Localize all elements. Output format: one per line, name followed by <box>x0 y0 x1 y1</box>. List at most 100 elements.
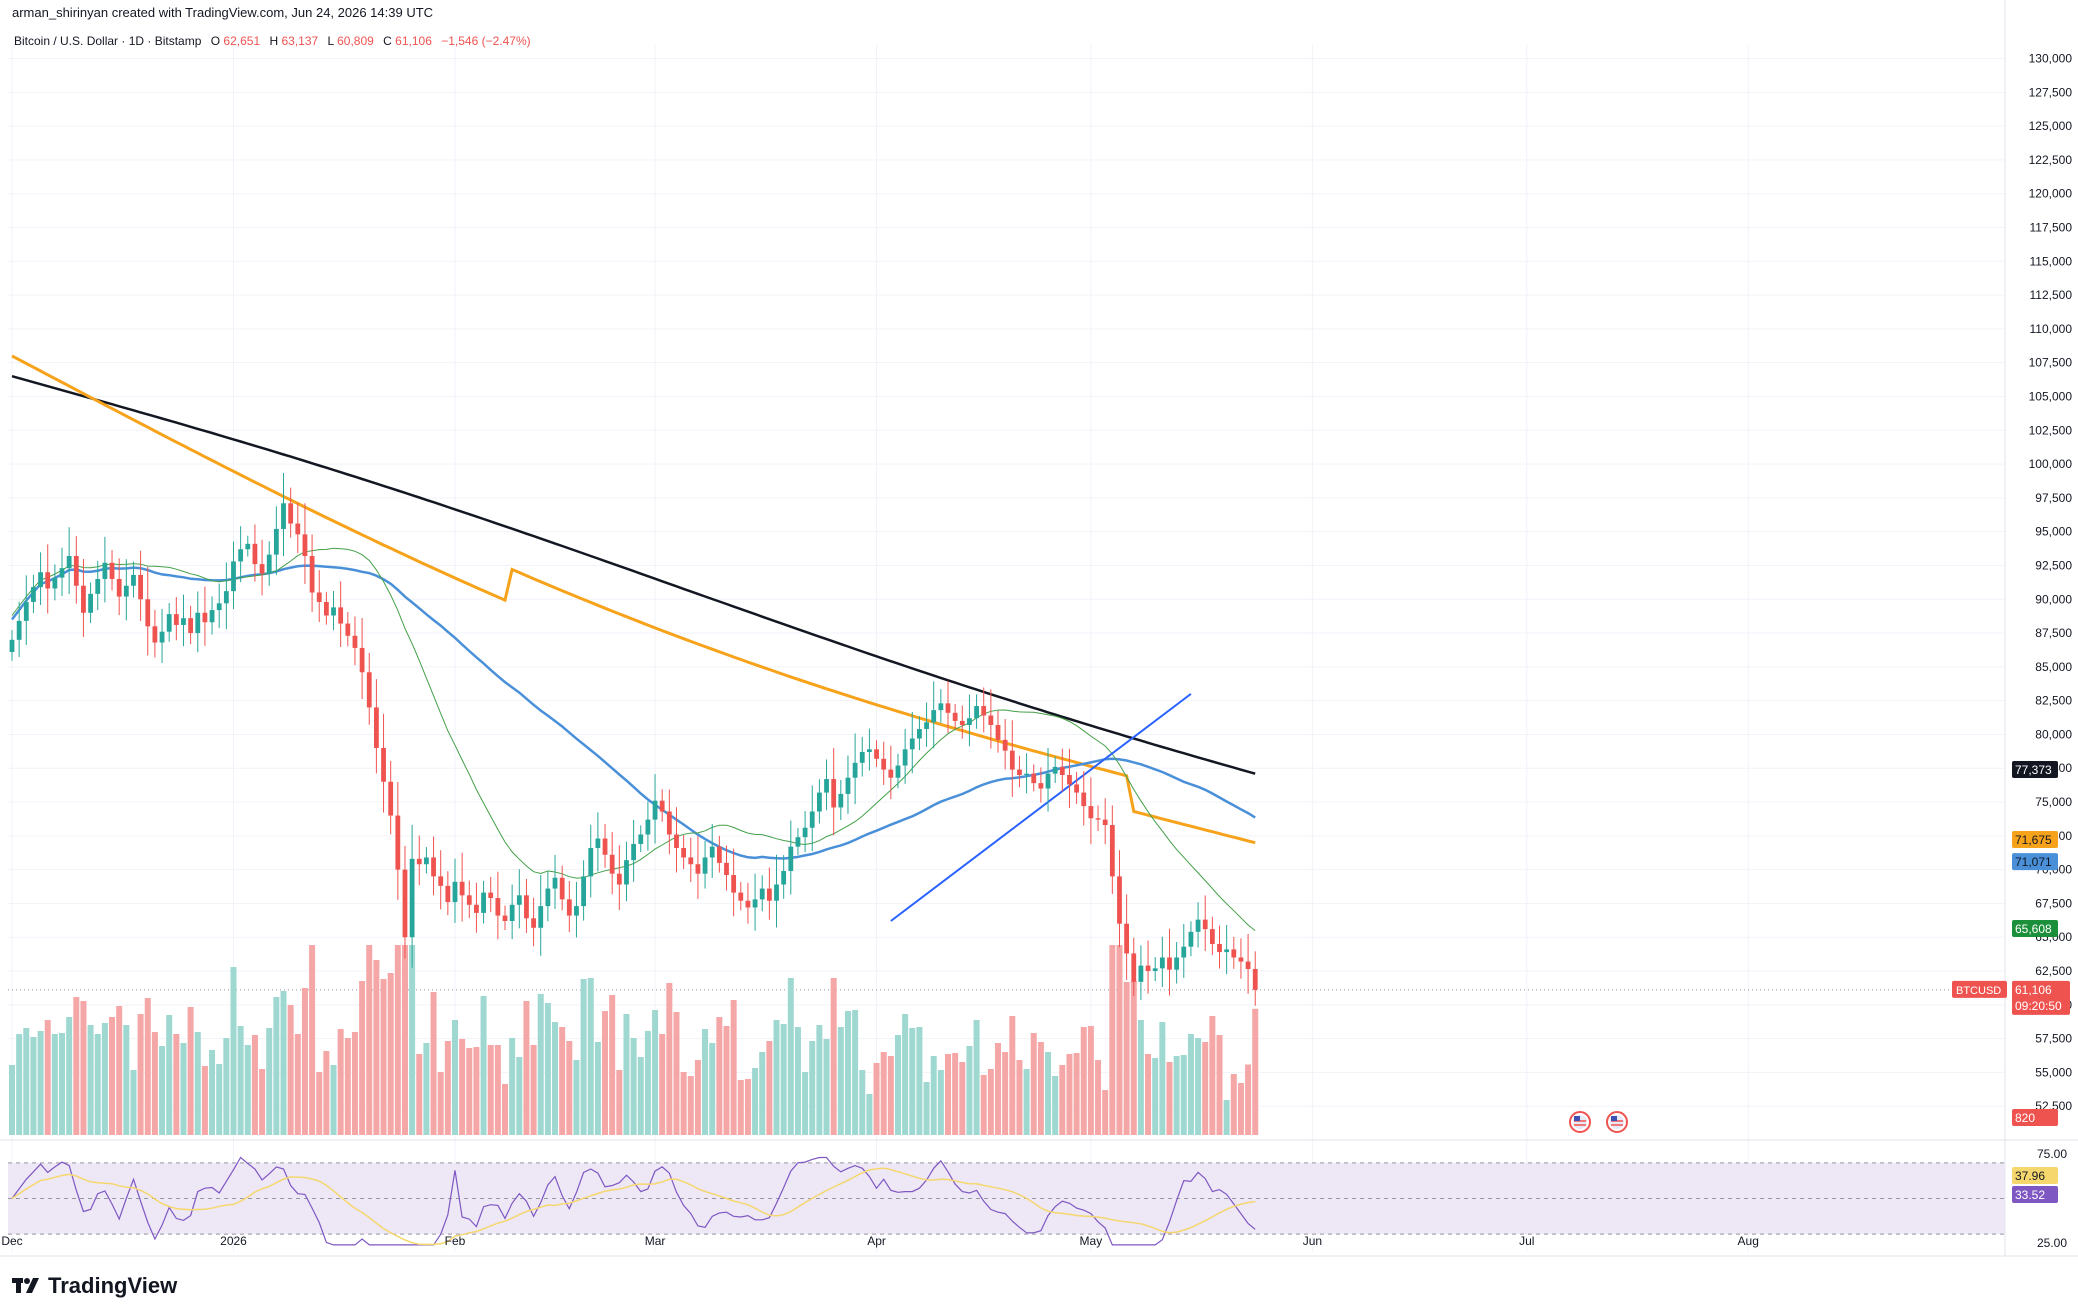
volume-bar <box>359 981 366 1135</box>
candle-body <box>924 722 929 730</box>
volume-bar <box>137 1014 144 1135</box>
candle-body <box>1102 819 1108 826</box>
candle-body <box>302 534 308 556</box>
volume-bar <box>837 1027 844 1135</box>
price-tick-label: 92,500 <box>2035 558 2072 572</box>
candle-body <box>716 846 722 863</box>
volume-bar <box>744 1079 751 1135</box>
candle-body <box>774 884 779 901</box>
candle-body <box>1167 957 1172 970</box>
volume-bar <box>244 1045 251 1135</box>
volume-bar <box>673 1012 680 1135</box>
volume-bar <box>930 1056 937 1135</box>
candle-body <box>1231 949 1237 958</box>
volume-bar <box>23 1028 30 1135</box>
volume-bar <box>201 1066 208 1135</box>
ma200-line <box>11 374 1256 775</box>
candle-body <box>59 568 65 578</box>
rsi-ma-value-label-bg <box>2012 1167 2058 1184</box>
candle-body <box>138 574 144 600</box>
volume-bar <box>437 1072 444 1135</box>
ma-value-label-bg <box>2012 853 2058 871</box>
price-tick-label: 67,500 <box>2035 896 2072 910</box>
volume-bar <box>487 1045 494 1135</box>
volume-bar <box>30 1037 37 1135</box>
candle-body <box>674 834 679 848</box>
volume-bar <box>959 1062 966 1135</box>
rsi-ma-line <box>11 1167 1256 1246</box>
volume-bar <box>530 1045 537 1135</box>
candle-body <box>424 857 429 865</box>
volume-bar <box>309 945 316 1135</box>
candle-body <box>809 811 815 828</box>
brand-name: TradingView <box>48 1273 178 1298</box>
volume-bar <box>1087 1026 1094 1135</box>
rsi-line <box>11 1156 1256 1246</box>
volume-bar <box>844 1011 851 1135</box>
candle-body <box>288 503 294 524</box>
volume-bar <box>401 945 408 1135</box>
volume-bar <box>94 1034 101 1135</box>
volume-bar <box>816 1025 823 1135</box>
candle-body <box>788 846 794 871</box>
volume-bar <box>51 1034 58 1135</box>
candle-body <box>123 585 129 597</box>
volume-bar <box>1030 1033 1037 1135</box>
candle-body <box>1188 931 1194 947</box>
ma-value-label: 71,071 <box>2015 855 2052 869</box>
volume-bar <box>1009 1016 1016 1135</box>
volume-bar <box>1173 1056 1180 1135</box>
volume-bar <box>659 1034 666 1135</box>
candle-body <box>909 738 915 750</box>
time-tick-label: Jul <box>1519 1234 1534 1248</box>
candle-body <box>781 870 787 885</box>
volume-bar <box>466 1048 473 1135</box>
volume-bar <box>937 1070 944 1135</box>
candle-body <box>552 877 558 889</box>
candle-body <box>223 591 229 604</box>
volume-bar <box>259 1069 266 1135</box>
volume-bar <box>809 1041 816 1135</box>
volume-bar <box>630 1038 637 1135</box>
candle-body <box>1124 923 1130 954</box>
time-axis: Dec 2026 Feb Mar Apr May Jun Jul Aug <box>1 1234 1759 1248</box>
candle-body <box>73 556 79 586</box>
price-tick-label: 62,500 <box>2035 964 2072 978</box>
volume-bar <box>1116 945 1123 1135</box>
candle-body <box>681 848 687 858</box>
rsi-panel: 25.00 75.00 <box>8 1147 2067 1250</box>
candle-body <box>1088 806 1094 819</box>
candle-body <box>481 892 486 913</box>
candle-body <box>1017 769 1022 775</box>
candle-body <box>459 881 465 896</box>
us-flag-event-icon <box>1569 1111 1591 1133</box>
volume-bar <box>423 1043 430 1135</box>
candle-body <box>759 888 765 900</box>
volume-bar <box>216 1064 223 1135</box>
candle-body <box>588 848 594 877</box>
volume-bar <box>173 1034 180 1135</box>
volume-bar <box>223 1038 230 1135</box>
candle-body <box>16 620 22 640</box>
candlesticks <box>9 473 1258 1006</box>
volume-bar <box>1123 982 1130 1135</box>
candle-body <box>702 857 708 874</box>
candle-body <box>323 601 329 616</box>
candle-body <box>566 899 572 916</box>
volume-bar <box>1002 1052 1009 1135</box>
volume-bar <box>644 1031 651 1135</box>
candle-body <box>216 603 222 611</box>
volume-bar <box>594 1042 601 1135</box>
candle-body <box>995 724 1001 740</box>
candle-body <box>1095 818 1101 820</box>
volume-bar <box>323 1051 330 1135</box>
volume-bar <box>280 991 287 1135</box>
candle-body <box>638 834 644 844</box>
volume-bar <box>1216 1035 1223 1135</box>
candle-body <box>1224 949 1230 953</box>
volume-bar <box>380 979 387 1135</box>
volume-bar <box>687 1076 694 1135</box>
candle-body <box>366 672 372 708</box>
volume-bar <box>787 978 794 1135</box>
